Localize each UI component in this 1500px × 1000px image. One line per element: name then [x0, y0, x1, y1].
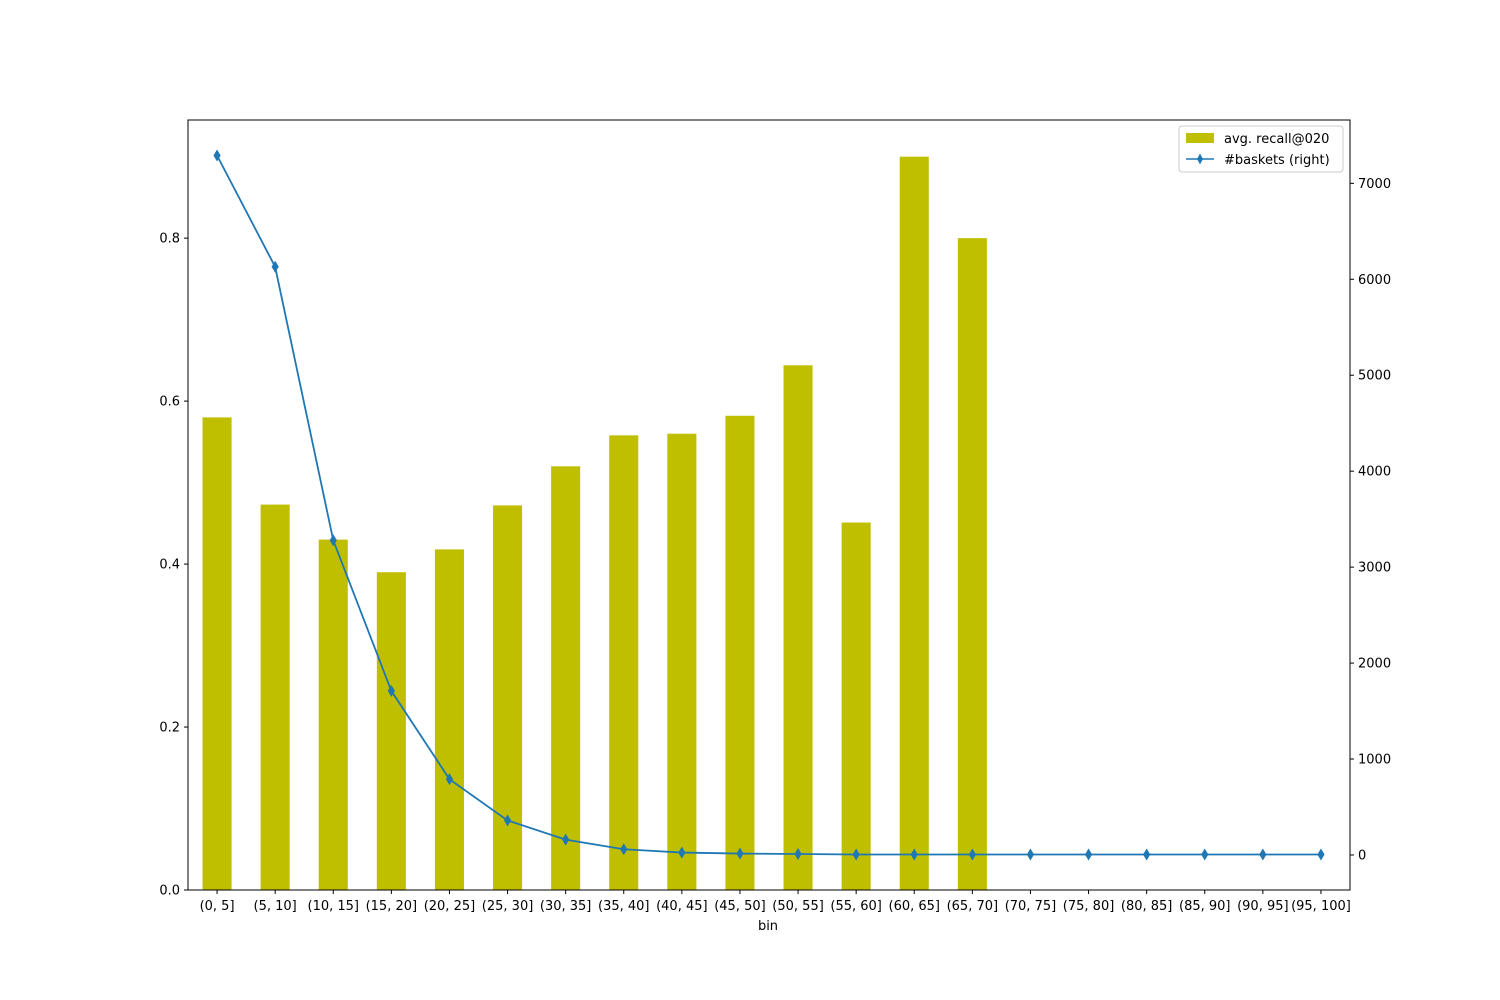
point-baskets [910, 848, 918, 861]
legend-label-recall: avg. recall@020 [1224, 132, 1329, 147]
bar-recall [783, 365, 813, 890]
point-baskets [213, 149, 221, 162]
bar-recall [493, 505, 523, 890]
point-baskets [1317, 848, 1325, 861]
bar-recall [899, 156, 929, 890]
bar-recall [376, 572, 406, 890]
bar-recall [260, 504, 290, 890]
bar-recall [957, 238, 987, 891]
bar-recall [609, 435, 639, 890]
bar-recall [551, 466, 581, 890]
y-left-tick-label: 0.8 [159, 232, 180, 247]
point-baskets [387, 684, 395, 697]
y-left-tick-label: 0.2 [159, 721, 180, 736]
x-tick-label: (25, 30] [482, 899, 534, 914]
y-left-tick-label: 0.4 [159, 558, 180, 573]
y-right-tick-label: 6000 [1358, 273, 1391, 288]
bar-recall [725, 415, 755, 890]
point-baskets [503, 814, 512, 827]
x-axis-label: bin [758, 919, 778, 934]
bar-recall [202, 417, 232, 890]
point-baskets [1201, 848, 1209, 861]
y-right-tick-label: 3000 [1358, 561, 1391, 576]
x-tick-label: (60, 65] [889, 899, 941, 914]
y-left-tick-label: 0.0 [159, 884, 180, 899]
legend-label-baskets: #baskets (right) [1224, 153, 1330, 168]
y-right-tick-label: 5000 [1358, 369, 1391, 384]
line-baskets [216, 155, 1321, 856]
y-axis-left: 0.0 0.2 0.4 0.6 0.8 [159, 232, 188, 899]
point-baskets [678, 846, 686, 859]
x-tick-label: (5, 10] [254, 899, 297, 914]
point-baskets [1259, 848, 1267, 861]
x-tick-label: (20, 25] [424, 899, 476, 914]
point-baskets [620, 843, 628, 856]
bar-recall [667, 433, 697, 890]
y-right-tick-label: 2000 [1358, 657, 1391, 672]
legend-marker-diamond [1197, 153, 1203, 165]
point-baskets [329, 534, 337, 547]
x-tick-label: (0, 5] [200, 899, 235, 914]
x-tick-label: (10, 15] [308, 899, 360, 914]
x-tick-label: (80, 85] [1121, 899, 1173, 914]
y-right-tick-label: 0 [1358, 848, 1366, 863]
bar-recall [318, 539, 348, 890]
x-tick-label: (40, 45] [656, 899, 708, 914]
plot-frame [187, 119, 1351, 891]
x-tick-label: (55, 60] [830, 899, 882, 914]
y-right-tick-label: 7000 [1358, 177, 1391, 192]
x-tick-label: (95, 100] [1291, 899, 1351, 914]
x-tick-label: (45, 50] [714, 899, 766, 914]
point-baskets [736, 847, 744, 860]
point-baskets [1143, 848, 1151, 861]
x-tick-label: (50, 55] [772, 899, 824, 914]
y-right-tick-label: 4000 [1358, 465, 1391, 480]
x-tick-label: (90, 95] [1237, 899, 1289, 914]
point-baskets [852, 848, 860, 861]
x-tick-label: (30, 35] [540, 899, 592, 914]
line-layer [213, 149, 1325, 861]
x-tick-label: (15, 20] [366, 899, 418, 914]
bar-recall [434, 549, 464, 890]
point-baskets [562, 833, 570, 846]
x-axis: (0, 5] (5, 10] (10, 15] (15, 20] (20, 25] (25… [200, 890, 1351, 914]
y-axis-right: 0 1000 2000 3000 4000 5000 6000 7000 [1350, 177, 1391, 863]
point-baskets [1084, 848, 1093, 861]
point-baskets [1026, 848, 1035, 861]
legend-bar-swatch [1186, 133, 1214, 143]
x-tick-label: (70, 75] [1005, 899, 1057, 914]
bar-layer [202, 156, 987, 891]
point-baskets [794, 848, 802, 861]
bar-recall [841, 522, 871, 890]
point-baskets [968, 848, 976, 861]
point-baskets [271, 260, 279, 273]
legend-frame [1178, 125, 1344, 173]
y-right-tick-label: 1000 [1358, 753, 1391, 768]
x-tick-label: (65, 70] [947, 899, 999, 914]
x-tick-label: (75, 80] [1063, 899, 1115, 914]
point-baskets [445, 773, 454, 786]
legend: avg. recall@020 #baskets (right) [1178, 125, 1344, 173]
x-tick-label: (85, 90] [1179, 899, 1231, 914]
x-tick-label: (35, 40] [598, 899, 650, 914]
y-left-tick-label: 0.6 [159, 395, 180, 410]
